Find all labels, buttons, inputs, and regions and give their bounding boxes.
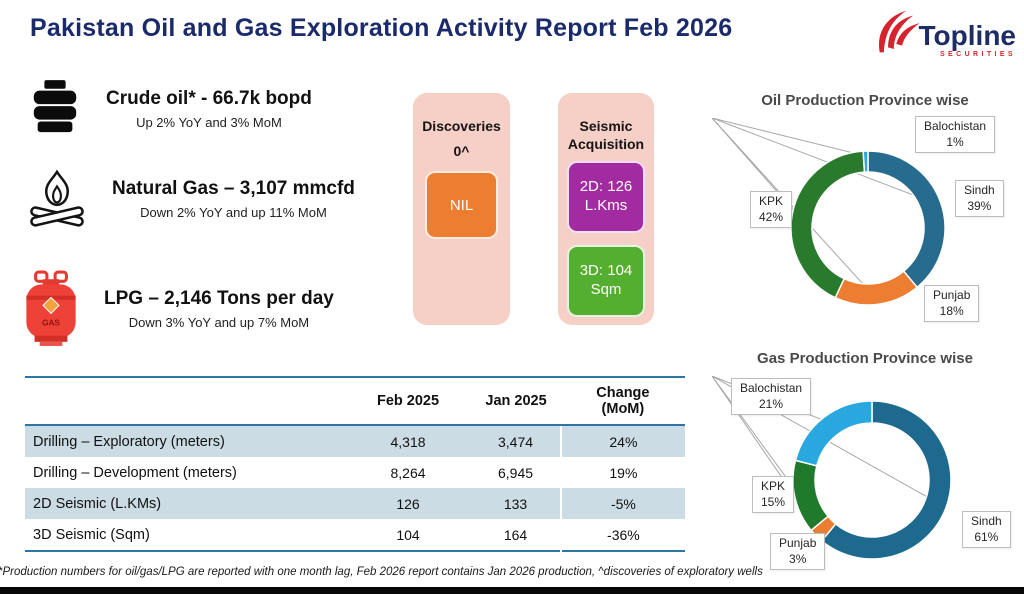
row-feb-value: 104 (396, 526, 420, 543)
kpi-natural-gas-text: Natural Gas – 3,107 mmcfd Down 2% YoY an… (112, 178, 355, 220)
table-header-row: Feb 2025 Jan 2025 Change (MoM) (25, 377, 685, 426)
row-label: Drilling – Exploratory (meters) (25, 425, 345, 457)
discoveries-nil-badge: NIL (425, 171, 498, 239)
row-feb-value: 4,318 (344, 425, 472, 457)
kpi-lpg-text: LPG – 2,146 Tons per day Down 3% YoY and… (104, 288, 334, 330)
row-change-value: -5% (559, 488, 685, 519)
activity-table: Feb 2025 Jan 2025 Change (MoM) Drilling … (25, 376, 685, 552)
donut-slice-balochistan (794, 400, 873, 467)
kpi-lpg: GAS LPG – 2,146 Tons per day Down 3% YoY… (22, 270, 334, 348)
table-row: Drilling – Exploratory (meters) 4,318 3,… (25, 425, 685, 457)
row-label: Drilling – Development (meters) (33, 464, 237, 481)
kpi-crude-oil-heading: Crude oil* - 66.7k bopd (106, 88, 312, 110)
row-label: 2D Seismic (L.KMs) (25, 488, 345, 519)
oil-donut (712, 118, 946, 306)
logo-text: Topline SECURITIES (918, 20, 1016, 59)
chart-callout-punjab: Punjab 3% (770, 533, 826, 571)
donut-slice-kpk (792, 459, 830, 532)
chart-callout-kpk: KPK 15% (752, 476, 795, 514)
table-header-jan: Jan 2025 (471, 377, 561, 426)
svg-text:GAS: GAS (42, 318, 60, 327)
kpi-natural-gas-heading: Natural Gas – 3,107 mmcfd (112, 178, 355, 200)
kpi-lpg-sub: Down 3% YoY and up 7% MoM (128, 314, 310, 330)
kpi-crude-oil-text: Crude oil* - 66.7k bopd Up 2% YoY and 3%… (106, 88, 312, 130)
seismic-card: Seismic Acquisition 2D: 126 L.Kms 3D: 10… (558, 93, 654, 325)
logo-subtitle: SECURITIES (939, 51, 1016, 58)
donut-slice-balochistan (862, 150, 869, 173)
table-row: 3D Seismic (Sqm) 104 164 -36% (25, 519, 685, 551)
oil-chart-title: Oil Production Province wise (761, 92, 969, 109)
chart-callout-kpk: KPK 42% (750, 191, 793, 229)
kpi-crude-oil: Crude oil* - 66.7k bopd Up 2% YoY and 3%… (28, 80, 312, 138)
chart-callout-balochistan: Balochistan 1% (915, 116, 996, 154)
donut-slice-kpk (790, 150, 866, 299)
seismic-2d-box: 2D: 126 L.Kms (567, 161, 645, 233)
row-feb-value: 8,264 (390, 464, 426, 481)
oil-barrel-icon (33, 80, 77, 133)
row-feb-value: 126 (344, 488, 472, 519)
donut-slice-punjab (834, 270, 919, 306)
kpi-natural-gas-sub: Down 2% YoY and up 11% MoM (140, 204, 327, 220)
topline-logo: Topline SECURITIES (873, 6, 1016, 62)
table-header-feb: Feb 2025 (344, 377, 472, 426)
row-change-value: 24% (559, 425, 685, 457)
chart-callout-punjab: Punjab 18% (924, 285, 980, 323)
oil-production-chart: Oil Production Province wise Sindh 39% Pun… (712, 92, 1018, 344)
row-change-value: 19% (559, 457, 685, 488)
lpg-cylinder-icon: GAS (26, 270, 76, 346)
donut-slice-sindh (820, 400, 952, 560)
gas-chart-title: Gas Production Province wise (757, 350, 973, 367)
row-jan-value: 3,474 (471, 425, 561, 457)
seismic-3d-box: 3D: 104 Sqm (567, 245, 645, 317)
seismic-title: Seismic Acquisition (567, 118, 645, 153)
row-jan-value: 164 (503, 526, 528, 543)
logo-name: Topline (918, 20, 1016, 51)
kpi-crude-oil-sub: Up 2% YoY and 3% MoM (136, 114, 282, 130)
table-row: 2D Seismic (L.KMs) 126 133 -5% (25, 488, 685, 519)
discoveries-title: Discoveries (422, 118, 501, 134)
chart-callout-sindh: Sindh 39% (955, 180, 1004, 218)
row-jan-value: 6,945 (497, 464, 534, 481)
chart-callout-balochistan: Balochistan 21% (731, 378, 812, 416)
chart-callout-sindh: Sindh 61% (962, 511, 1011, 549)
table-row: Drilling – Development (meters) 8,264 6,… (25, 457, 685, 488)
campfire-icon (30, 169, 84, 227)
kpi-lpg-heading: LPG – 2,146 Tons per day (104, 288, 334, 310)
table-header-blank (25, 377, 345, 426)
bottom-bar (0, 587, 1024, 594)
topline-fan-icon (878, 10, 920, 53)
gas-production-chart: Gas Production Province wise Sindh 61% Pun… (712, 350, 1018, 571)
donut-slice-sindh (867, 150, 946, 289)
footnote: *Production numbers for oil/gas/LPG are … (0, 566, 763, 578)
discoveries-value: 0^ (453, 143, 470, 160)
row-change-value: -36% (559, 519, 685, 551)
table-header-change: Change (MoM) (560, 377, 685, 426)
row-label: 3D Seismic (Sqm) (33, 526, 150, 543)
page-title: Pakistan Oil and Gas Exploration Activit… (30, 14, 733, 42)
row-jan-value: 133 (471, 488, 561, 519)
discoveries-card: Discoveries 0^ NIL (413, 93, 510, 325)
kpi-natural-gas: Natural Gas – 3,107 mmcfd Down 2% YoY an… (26, 168, 355, 230)
